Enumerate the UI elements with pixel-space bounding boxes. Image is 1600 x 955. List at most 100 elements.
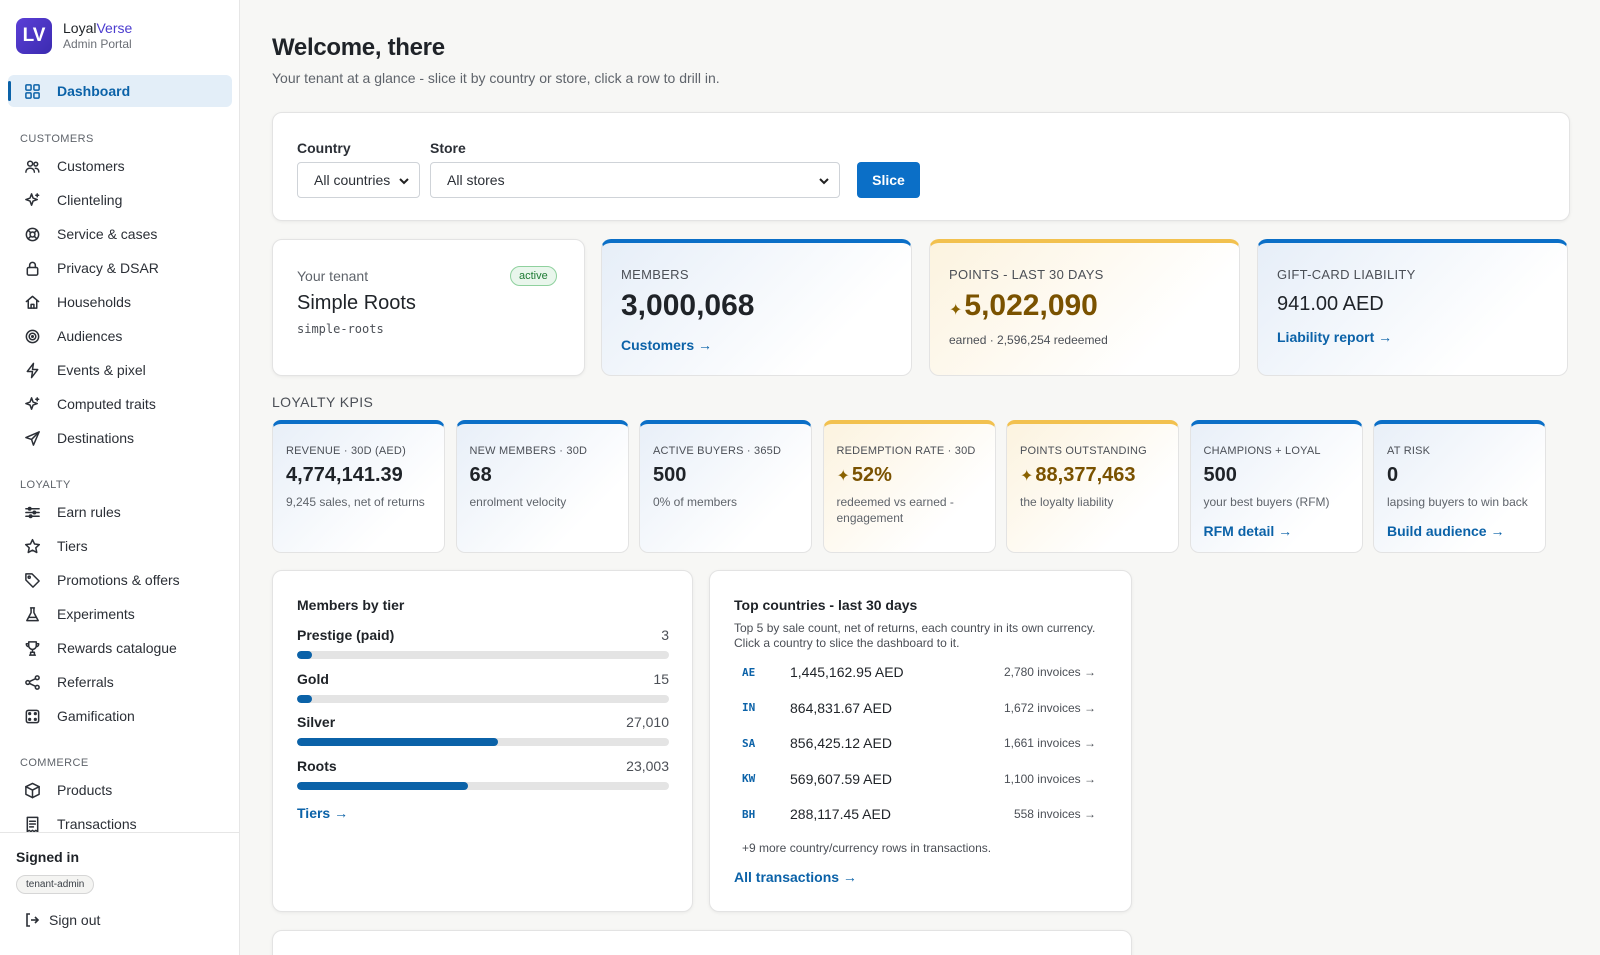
kpi-label: AT RISK	[1387, 445, 1431, 457]
more-countries-note: +9 more country/currency rows in transac…	[742, 841, 992, 855]
star-icon	[22, 536, 42, 556]
sidebar-item-label: Events & pixel	[57, 362, 146, 378]
sidebar-item-label: Experiments	[57, 606, 135, 622]
tier-bar	[297, 781, 669, 790]
country-row[interactable]: IN 864,831.67 AED 1,672 invoices →	[734, 698, 1109, 718]
store-select[interactable]: All stores	[430, 162, 840, 198]
sidebar-item-referrals[interactable]: Referrals	[8, 665, 232, 699]
tier-bar-fill	[297, 694, 312, 703]
tier-count: 27,010	[626, 714, 669, 730]
sidebar-item-gamification[interactable]: Gamification	[8, 699, 232, 733]
sidebar-item-earn-rules[interactable]: Earn rules	[8, 495, 232, 529]
country-amount: 288,117.45 AED	[790, 806, 891, 822]
flask-icon	[22, 604, 42, 624]
sidebar-item-label: Service & cases	[57, 226, 158, 242]
tier-count: 3	[661, 627, 669, 643]
country-invoices-link[interactable]: 1,672 invoices →	[1003, 700, 1096, 715]
sidebar-item-promotions-and-offers[interactable]: Promotions & offers	[8, 563, 232, 597]
kpi-value: 941.00 AED	[1277, 293, 1384, 315]
sidebar-item-dashboard[interactable]: Dashboard	[8, 75, 232, 107]
country-invoices-link[interactable]: 1,661 invoices →	[1003, 736, 1096, 750]
kpi-value: 4,774,141.39	[286, 464, 403, 486]
sparkle-icon	[22, 394, 42, 414]
card-subtitle: Top 5 by sale count, net of returns, eac…	[734, 621, 1096, 650]
country-row[interactable]: KW 569,607.59 AED 1,100 invoices →	[734, 769, 1109, 789]
kpi-link[interactable]: RFM detail →	[1203, 523, 1293, 539]
sidebar-item-service-and-cases[interactable]: Service & cases	[8, 217, 232, 251]
sidebar-item-events-and-pixel[interactable]: Events & pixel	[8, 353, 232, 387]
kpi-link[interactable]: Build audience →	[1387, 523, 1505, 539]
tier-card: Members by tier Prestige (paid) 3 Gold 15 Si…	[272, 570, 693, 912]
liability-report-link[interactable]: Liability report →	[1277, 329, 1393, 345]
kpi-sub: 9,245 sales, net of returns	[286, 495, 425, 509]
tier-name: Gold	[297, 670, 329, 687]
sidebar-item-label: Households	[57, 294, 131, 310]
country-select[interactable]: All countries	[297, 162, 420, 198]
sidebar-item-tiers[interactable]: Tiers	[8, 529, 232, 563]
kpi-giftcard: GIFT-CARD LIABILITY 941.00 AED Liability…	[1257, 239, 1568, 376]
sidebar-item-label: Products	[57, 782, 113, 798]
role-badge: tenant-admin	[16, 875, 95, 894]
sidebar-item-audiences[interactable]: Audiences	[8, 319, 232, 353]
tier-name: Roots	[297, 757, 337, 774]
sidebar-item-rewards-catalogue[interactable]: Rewards catalogue	[8, 631, 232, 665]
signed-in-title: Signed in	[16, 849, 79, 865]
country-invoices-link[interactable]: 1,100 invoices →	[1003, 771, 1096, 786]
share-icon	[22, 672, 42, 692]
kpi-sub: enrolment velocity	[469, 495, 567, 509]
kpi-sub: earned · 2,596,254 redeemed	[949, 333, 1108, 347]
kpi-label: NEW MEMBERS · 30D	[469, 445, 588, 457]
kpi-sub: 0% of members	[653, 495, 738, 509]
tier-row: Roots 23,003	[297, 758, 669, 790]
sidebar-item-label: Promotions & offers	[57, 572, 180, 588]
tenant-card: Your tenant active Simple Roots simple-r…	[272, 239, 585, 376]
tier-row: Gold 15	[297, 671, 669, 703]
tier-bar-fill	[297, 651, 312, 659]
kpi-card: AT RISK 0 lapsing buyers to win back Build …	[1373, 420, 1546, 553]
sidebar: LV LoyalVerse Admin Portal Dashboard CUS…	[0, 0, 240, 955]
sidebar-item-computed-traits[interactable]: Computed traits	[8, 387, 232, 421]
tier-bar-fill	[297, 738, 498, 746]
country-invoices-link[interactable]: 558 invoices →	[1013, 807, 1096, 821]
kpi-sub: lapsing buyers to win back	[1387, 495, 1528, 509]
country-row[interactable]: AE 1,445,162.95 AED 2,780 invoices →	[734, 662, 1109, 682]
tiers-link[interactable]: Tiers →	[297, 805, 349, 821]
slice-button[interactable]: Slice	[857, 162, 920, 198]
kpi-value: 68	[469, 464, 492, 486]
kpi-points: POINTS - LAST 30 DAYS ✦5,022,090 earned …	[929, 239, 1240, 376]
sidebar-item-customers[interactable]: Customers	[8, 149, 232, 183]
sidebar-item-products[interactable]: Products	[8, 773, 232, 807]
customers-link[interactable]: Customers →	[621, 337, 713, 353]
page-subtitle: Your tenant at a glance - slice it by co…	[272, 70, 720, 86]
sidebar-item-label: Referrals	[57, 674, 114, 690]
sidebar-item-transactions[interactable]: Transactions	[8, 807, 232, 841]
sidebar-item-clienteling[interactable]: Clienteling	[8, 183, 232, 217]
country-row[interactable]: SA 856,425.12 AED 1,661 invoices →	[734, 733, 1109, 753]
sidebar-item-privacy-and-dsar[interactable]: Privacy & DSAR	[8, 251, 232, 285]
kpi-value: 500	[1203, 464, 1237, 486]
brand[interactable]: LV LoyalVerse Admin Portal	[16, 18, 132, 54]
sign-out-button[interactable]: Sign out	[16, 912, 224, 928]
sparkle-icon	[22, 190, 42, 210]
sidebar-item-label: Earn rules	[57, 504, 121, 520]
tier-bar	[297, 738, 669, 746]
section-loyalty: LOYALTY	[20, 479, 71, 491]
sidebar-item-experiments[interactable]: Experiments	[8, 597, 232, 631]
sidebar-item-destinations[interactable]: Destinations	[8, 421, 232, 455]
kpi-members: MEMBERS 3,000,068 Customers →	[601, 239, 912, 376]
country-amount: 856,425.12 AED	[790, 735, 892, 751]
section-commerce: COMMERCE	[20, 757, 89, 769]
country-amount: 1,445,162.95 AED	[790, 664, 904, 680]
country-invoices-link[interactable]: 2,780 invoices →	[1003, 665, 1096, 679]
card-title: Members by tier	[297, 597, 405, 613]
sliders-icon	[22, 502, 42, 522]
country-amount: 569,607.59 AED	[790, 770, 892, 787]
all-transactions-link[interactable]: All transactions →	[734, 869, 857, 885]
kpi-card: POINTS OUTSTANDING ✦ 88,377,463 the loyalty…	[1006, 420, 1179, 553]
status-badge: active	[510, 266, 557, 286]
tenant-label: Your tenant	[297, 268, 369, 284]
country-row[interactable]: BH 288,117.45 AED 558 invoices →	[734, 804, 1109, 824]
signed-in-panel: Signed in tenant-admin Sign out	[0, 832, 240, 944]
tenant-name: Simple Roots	[297, 292, 416, 314]
sidebar-item-households[interactable]: Households	[8, 285, 232, 319]
